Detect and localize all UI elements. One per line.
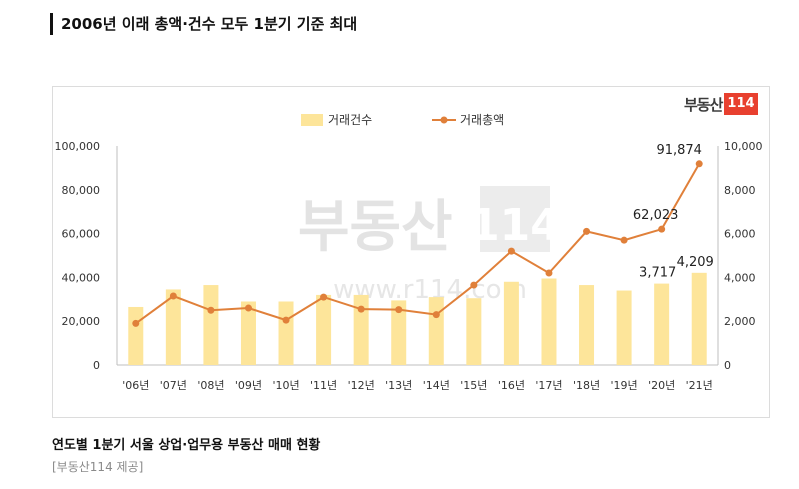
x-tick-label: '08년	[197, 379, 224, 392]
line-point	[320, 293, 328, 301]
data-label: 4,209	[677, 255, 714, 270]
x-tick-label: '14년	[423, 379, 450, 392]
legend-bar-swatch	[301, 114, 323, 126]
legend-line-label: 거래총액	[460, 113, 504, 127]
line-point	[583, 227, 591, 235]
bar	[503, 281, 519, 365]
line-series	[135, 163, 701, 325]
left-tick-label: 100,000	[55, 140, 101, 153]
right-tick-label: 8,000	[724, 184, 756, 197]
left-tick-label: 80,000	[62, 184, 101, 197]
data-label: 91,874	[656, 143, 702, 158]
left-tick-label: 0	[93, 359, 100, 372]
line-point	[357, 305, 365, 313]
line-point	[395, 306, 403, 314]
bar	[654, 283, 670, 365]
bar	[579, 285, 595, 365]
logo-number: 114	[724, 93, 758, 115]
bar	[278, 301, 294, 365]
left-tick-label: 20,000	[62, 315, 101, 328]
x-tick-label: '20년	[648, 379, 675, 392]
logo-text: 부동산	[684, 95, 723, 114]
x-tick-label: '21년	[686, 379, 713, 392]
headline-bar: 2006년 이래 총액·건수 모두 1분기 기준 최대	[50, 13, 357, 35]
line-point	[432, 311, 440, 319]
x-tick-label: '16년	[498, 379, 525, 392]
bar	[203, 285, 219, 365]
bar	[316, 294, 332, 365]
left-tick-label: 40,000	[62, 271, 101, 284]
bar	[466, 298, 482, 365]
chart-frame	[52, 86, 770, 418]
x-tick-label: '19년	[611, 379, 638, 392]
bar	[691, 272, 707, 365]
right-tick-label: 4,000	[724, 271, 756, 284]
x-tick-label: '09년	[235, 379, 262, 392]
line-point	[282, 316, 290, 324]
data-label: 3,717	[639, 266, 676, 281]
x-tick-label: '17년	[535, 379, 562, 392]
data-label: 62,023	[633, 208, 679, 223]
line-point	[507, 247, 515, 255]
bar	[165, 289, 181, 365]
right-tick-label: 6,000	[724, 228, 756, 241]
x-tick-label: '12년	[348, 379, 375, 392]
x-tick-label: '11년	[310, 379, 337, 392]
x-tick-label: '07년	[160, 379, 187, 392]
watermark-box	[480, 186, 550, 252]
bar	[428, 297, 444, 365]
legend-bar-label: 거래건수	[328, 113, 372, 127]
line-point	[169, 292, 177, 300]
line-point	[470, 281, 478, 289]
x-tick-label: '13년	[385, 379, 412, 392]
brand-logo: 부동산 114	[684, 92, 758, 116]
line-point	[545, 269, 553, 277]
headline: 2006년 이래 총액·건수 모두 1분기 기준 최대	[61, 15, 358, 33]
line-point	[207, 306, 215, 314]
right-tick-label: 10,000	[724, 140, 763, 153]
line-point	[695, 160, 703, 168]
bar	[353, 294, 369, 365]
line-point	[244, 304, 252, 312]
x-tick-label: '18년	[573, 379, 600, 392]
bar	[240, 301, 256, 365]
line-point	[658, 225, 666, 233]
watermark-text: 부동산	[298, 195, 453, 260]
x-tick-label: '10년	[272, 379, 299, 392]
figure-caption: 연도별 1분기 서울 상업·업무용 부동산 매매 현황	[52, 438, 321, 453]
bar	[391, 300, 407, 365]
bar	[616, 290, 632, 365]
bar	[541, 278, 557, 365]
line-point	[132, 319, 140, 327]
legend-line-marker	[440, 116, 448, 124]
left-tick-label: 60,000	[62, 228, 101, 241]
watermark-number: 114	[469, 200, 561, 251]
right-tick-label: 0	[724, 359, 731, 372]
source-credit: [부동산114 제공]	[52, 460, 144, 474]
line-point	[620, 236, 628, 244]
bar	[128, 306, 144, 365]
x-tick-label: '06년	[122, 379, 149, 392]
right-tick-label: 2,000	[724, 315, 756, 328]
x-tick-label: '15년	[460, 379, 487, 392]
